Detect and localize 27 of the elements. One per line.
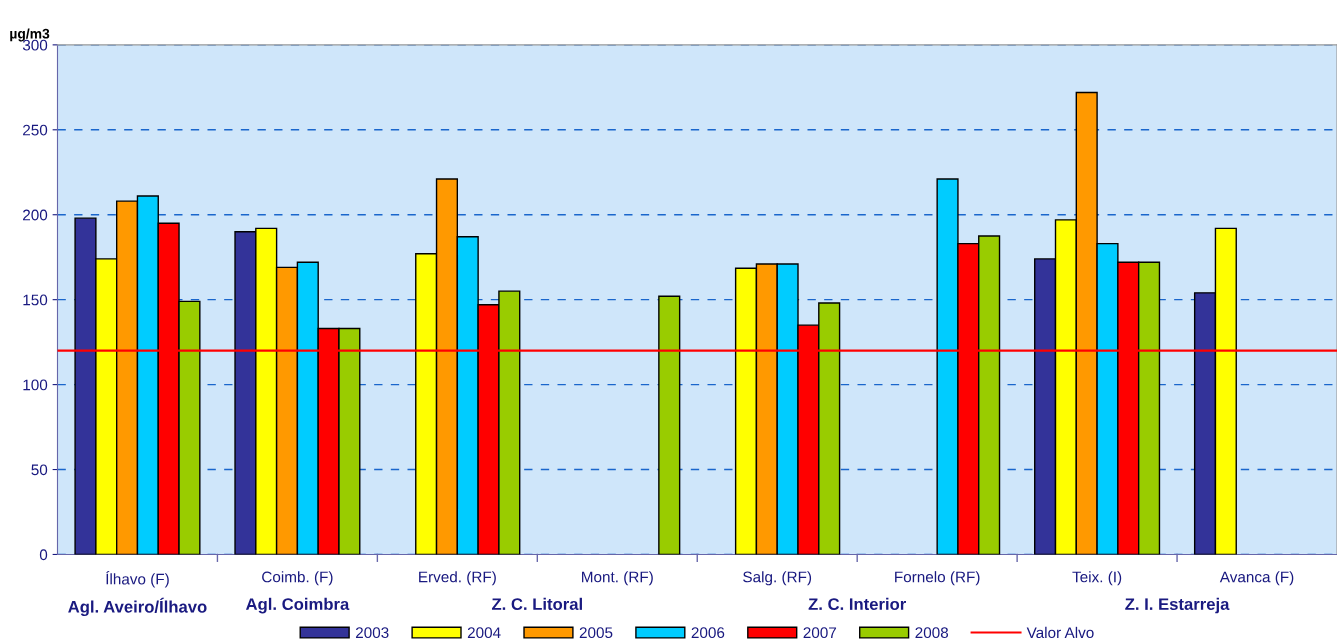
bar (658, 295, 681, 555)
legend-label: 2004 (467, 627, 501, 639)
y-tick-label: 0 (39, 549, 48, 561)
text: Z. C. Interior (808, 597, 907, 611)
y-tick-label: 50 (31, 464, 48, 476)
text: Z. C. Litoral (491, 597, 582, 611)
legend-label: 2003 (355, 627, 389, 639)
legend-label: Valor Alvo (1026, 626, 1094, 639)
x-tick-label: Fornelo (RF) (895, 571, 980, 586)
text: Agl. Aveiro/Ílhavo (68, 597, 207, 617)
y-tick-label: 250 (23, 124, 48, 136)
x-tick-label: Avanca (F) (1219, 571, 1294, 586)
legend-label: 2007 (803, 627, 837, 639)
x-tick-label: Coimb. (F) (262, 571, 333, 586)
x-tick-label: Teix. (I) (1072, 571, 1122, 586)
x-tick-label: Salg. (RF) (743, 571, 812, 586)
y-tick-label: 200 (23, 209, 48, 221)
x-tick-label: Ílhavo (F) (106, 571, 169, 588)
legend-label: 2006 (691, 627, 725, 639)
text: Agl. Coimbra (245, 597, 350, 614)
x-tick-label: Mont. (RF) (582, 571, 653, 586)
y-tick-label: 150 (23, 294, 48, 306)
y-tick-label: 100 (23, 379, 48, 391)
legend-label: 2008 (915, 627, 949, 639)
legend-label: 2005 (579, 627, 613, 639)
x-tick-label: Erved. (RF) (419, 571, 496, 586)
text: Z. I. Estarreja (1125, 597, 1230, 614)
